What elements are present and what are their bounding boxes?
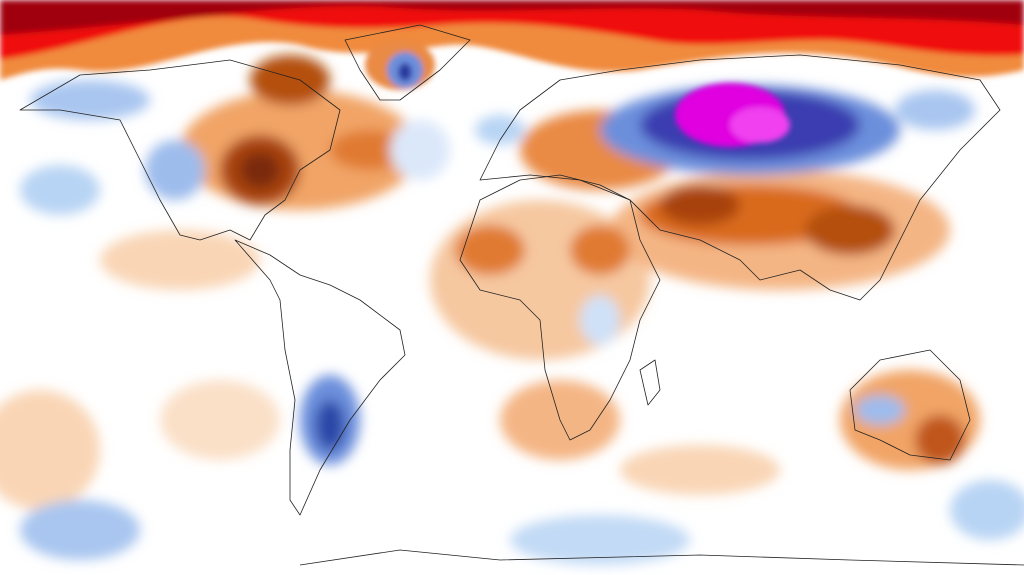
polar-and-core bbox=[0, 0, 1024, 147]
coastlines bbox=[19, 24, 1024, 566]
anomaly-fields bbox=[0, 55, 1024, 565]
